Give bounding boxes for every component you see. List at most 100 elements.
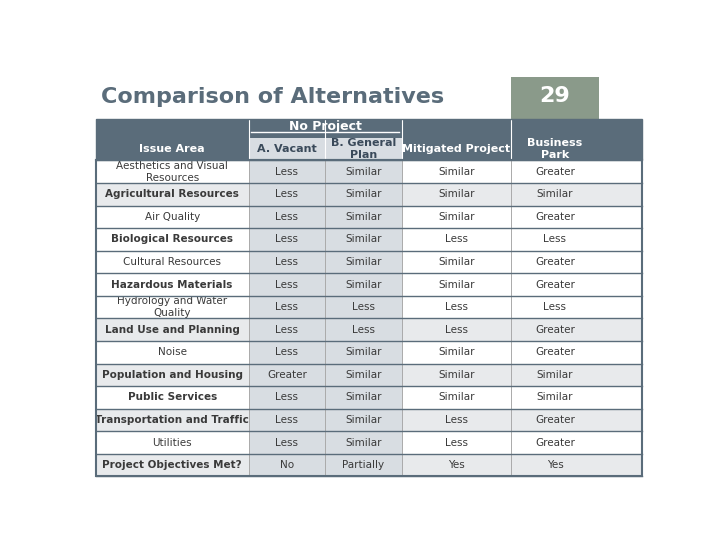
Text: Similar: Similar xyxy=(536,393,573,402)
Text: Less: Less xyxy=(445,234,468,245)
Text: Business
Park: Business Park xyxy=(527,138,582,160)
Bar xyxy=(96,273,642,296)
Text: Population and Housing: Population and Housing xyxy=(102,370,243,380)
Text: Less: Less xyxy=(276,415,299,425)
Text: Greater: Greater xyxy=(535,347,575,357)
Text: Hazardous Materials: Hazardous Materials xyxy=(112,280,233,289)
Bar xyxy=(96,363,642,386)
Text: Similar: Similar xyxy=(536,190,573,199)
Text: Less: Less xyxy=(276,280,299,289)
Bar xyxy=(248,160,402,183)
Bar xyxy=(96,228,642,251)
Text: Aesthetics and Visual
Resources: Aesthetics and Visual Resources xyxy=(116,161,228,183)
Text: Less: Less xyxy=(445,325,468,335)
Text: Issue Area: Issue Area xyxy=(140,144,205,154)
Bar xyxy=(96,386,642,409)
Text: Cultural Resources: Cultural Resources xyxy=(123,257,221,267)
Text: Similar: Similar xyxy=(438,393,474,402)
Bar xyxy=(511,77,598,119)
Text: Greater: Greater xyxy=(535,325,575,335)
Bar xyxy=(248,206,402,228)
Text: Less: Less xyxy=(276,325,299,335)
Bar xyxy=(96,296,642,319)
Text: Less: Less xyxy=(352,302,375,312)
Text: Less: Less xyxy=(276,257,299,267)
Text: Similar: Similar xyxy=(438,257,474,267)
Bar xyxy=(96,119,642,160)
Bar xyxy=(96,183,642,206)
Bar xyxy=(248,228,402,251)
Text: Similar: Similar xyxy=(346,234,382,245)
Text: Project Objectives Met?: Project Objectives Met? xyxy=(102,460,242,470)
Bar xyxy=(248,341,402,363)
Text: No: No xyxy=(280,460,294,470)
Bar xyxy=(96,431,642,454)
Text: Air Quality: Air Quality xyxy=(145,212,199,222)
Bar xyxy=(248,363,402,386)
Bar xyxy=(96,341,642,363)
Bar xyxy=(96,454,642,476)
Text: Similar: Similar xyxy=(438,190,474,199)
Text: Less: Less xyxy=(276,393,299,402)
Text: Less: Less xyxy=(276,347,299,357)
Text: Less: Less xyxy=(445,437,468,448)
Text: Greater: Greater xyxy=(535,167,575,177)
Text: Similar: Similar xyxy=(346,212,382,222)
Text: Greater: Greater xyxy=(535,257,575,267)
Bar xyxy=(248,409,402,431)
Bar xyxy=(96,206,642,228)
Bar xyxy=(248,454,402,476)
Text: Similar: Similar xyxy=(438,212,474,222)
Text: Less: Less xyxy=(276,302,299,312)
Bar xyxy=(248,273,402,296)
Text: Mitigated Project: Mitigated Project xyxy=(402,144,510,154)
Text: Greater: Greater xyxy=(535,415,575,425)
Text: Similar: Similar xyxy=(346,167,382,177)
Text: Greater: Greater xyxy=(535,437,575,448)
Text: Less: Less xyxy=(276,212,299,222)
Text: Agricultural Resources: Agricultural Resources xyxy=(105,190,239,199)
Text: 29: 29 xyxy=(539,86,570,106)
Text: Public Services: Public Services xyxy=(127,393,217,402)
Text: Noise: Noise xyxy=(158,347,186,357)
Text: Utilities: Utilities xyxy=(153,437,192,448)
Text: Similar: Similar xyxy=(346,257,382,267)
Text: Less: Less xyxy=(276,190,299,199)
Text: Similar: Similar xyxy=(346,190,382,199)
Text: Less: Less xyxy=(276,167,299,177)
Text: Similar: Similar xyxy=(346,393,382,402)
Text: Greater: Greater xyxy=(535,280,575,289)
Text: Greater: Greater xyxy=(535,212,575,222)
Text: Yes: Yes xyxy=(546,460,563,470)
Text: Similar: Similar xyxy=(536,370,573,380)
Text: Land Use and Planning: Land Use and Planning xyxy=(104,325,240,335)
Text: Less: Less xyxy=(544,302,567,312)
Text: Comparison of Alternatives: Comparison of Alternatives xyxy=(101,87,444,107)
Text: Similar: Similar xyxy=(438,370,474,380)
Text: Similar: Similar xyxy=(346,347,382,357)
Text: Less: Less xyxy=(276,437,299,448)
Text: Hydrology and Water
Quality: Hydrology and Water Quality xyxy=(117,296,228,318)
Text: Less: Less xyxy=(276,234,299,245)
Bar xyxy=(96,77,642,119)
Text: Similar: Similar xyxy=(346,370,382,380)
Text: Partially: Partially xyxy=(343,460,384,470)
Bar xyxy=(96,160,642,476)
Text: A. Vacant: A. Vacant xyxy=(257,144,317,154)
Bar xyxy=(248,296,402,319)
Text: No Project: No Project xyxy=(289,120,361,133)
Text: Transportation and Traffic: Transportation and Traffic xyxy=(95,415,249,425)
Bar xyxy=(248,319,402,341)
Bar xyxy=(96,119,642,160)
Text: Less: Less xyxy=(352,325,375,335)
Text: Less: Less xyxy=(544,234,567,245)
Text: Similar: Similar xyxy=(438,347,474,357)
Text: Greater: Greater xyxy=(267,370,307,380)
Text: Similar: Similar xyxy=(438,280,474,289)
Text: Less: Less xyxy=(445,302,468,312)
Text: Similar: Similar xyxy=(346,437,382,448)
Text: Similar: Similar xyxy=(346,415,382,425)
Bar xyxy=(248,431,402,454)
Text: Biological Resources: Biological Resources xyxy=(111,234,233,245)
Text: B. General
Plan: B. General Plan xyxy=(331,138,396,160)
